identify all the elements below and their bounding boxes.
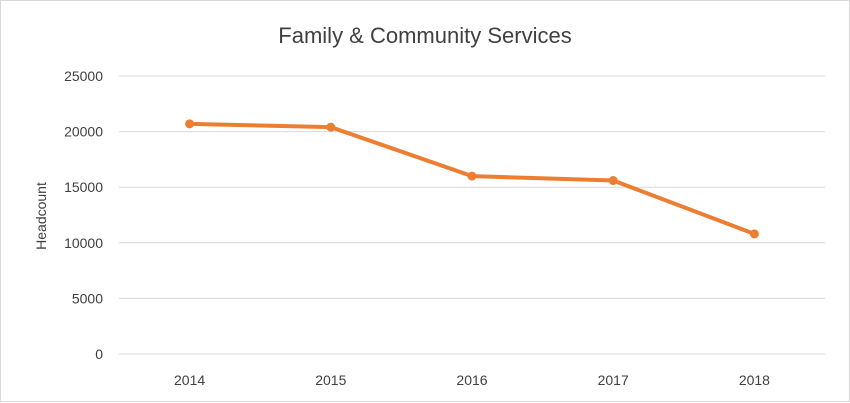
- data-point: [749, 229, 759, 239]
- y-axis-ticks: 0 5000 10000 15000 20000 25000: [64, 68, 103, 362]
- y-tick-label: 20000: [64, 124, 103, 140]
- y-tick-label: 10000: [64, 235, 103, 251]
- gridlines: [119, 75, 825, 355]
- x-tick-label: 2018: [739, 372, 770, 388]
- data-point: [608, 176, 618, 186]
- y-tick-label: 5000: [72, 290, 103, 306]
- x-tick-label: 2014: [174, 372, 205, 388]
- y-tick-label: 15000: [64, 179, 103, 195]
- x-tick-label: 2016: [456, 372, 487, 388]
- y-tick-label: 25000: [64, 68, 103, 84]
- series-group: [185, 119, 759, 239]
- x-tick-label: 2015: [315, 372, 346, 388]
- y-tick-label: 0: [95, 346, 103, 362]
- data-point: [467, 171, 477, 181]
- y-axis-title: Headcount: [33, 182, 49, 250]
- chart-title: Family & Community Services: [278, 23, 571, 48]
- x-tick-label: 2017: [598, 372, 629, 388]
- x-axis-ticks: 2014 2015 2016 2017 2018: [174, 372, 770, 388]
- data-point: [326, 122, 336, 132]
- data-point: [185, 119, 195, 129]
